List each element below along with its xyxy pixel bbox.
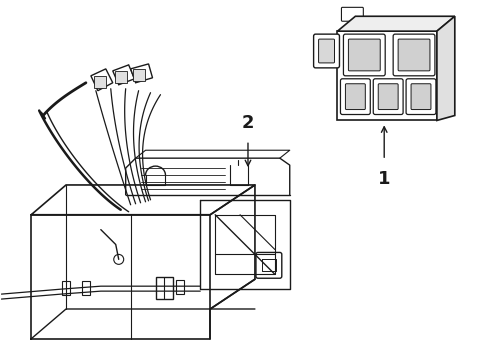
FancyBboxPatch shape [343,34,385,76]
Polygon shape [113,65,135,85]
Bar [176,280,184,294]
Bar [62,281,70,295]
Polygon shape [131,64,152,83]
Bar [82,281,90,295]
FancyBboxPatch shape [348,39,380,71]
FancyBboxPatch shape [393,34,435,76]
Text: 1: 1 [378,170,391,188]
Text: 2: 2 [242,114,254,132]
FancyBboxPatch shape [314,34,340,68]
FancyBboxPatch shape [256,252,282,278]
FancyBboxPatch shape [342,7,363,21]
Polygon shape [437,16,455,121]
FancyBboxPatch shape [345,84,366,109]
Bar [338,31,437,121]
FancyBboxPatch shape [411,84,431,109]
Bar [156,280,165,294]
FancyBboxPatch shape [341,79,370,114]
FancyBboxPatch shape [115,71,127,83]
FancyBboxPatch shape [378,84,398,109]
FancyBboxPatch shape [406,79,436,114]
FancyBboxPatch shape [398,39,430,71]
Polygon shape [91,69,113,91]
FancyBboxPatch shape [318,39,335,63]
FancyBboxPatch shape [133,69,145,81]
Bar [155,277,173,299]
FancyBboxPatch shape [94,76,106,88]
FancyBboxPatch shape [373,79,403,114]
Polygon shape [338,16,455,31]
